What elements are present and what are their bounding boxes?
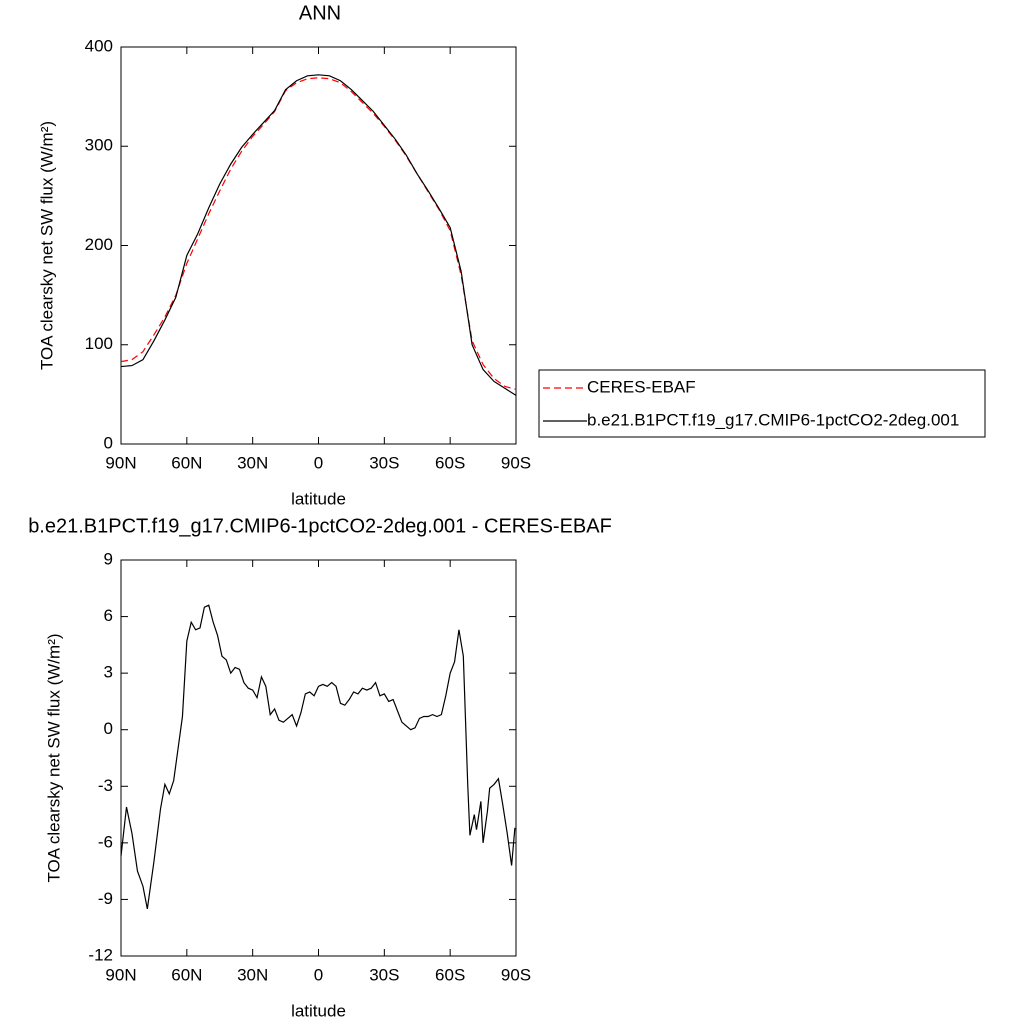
data-line (120, 74, 517, 396)
x-tick-label: 30S (369, 965, 399, 984)
data-line (120, 77, 517, 390)
y-axis-label: TOA clearsky net SW flux (W/m²) (44, 633, 63, 882)
x-tick-label: 30S (369, 453, 399, 472)
legend-label: CERES-EBAF (587, 377, 696, 396)
y-tick-label: 9 (104, 549, 113, 568)
y-tick-label: 6 (104, 606, 113, 625)
x-tick-label: 0 (314, 453, 323, 472)
y-tick-label: 200 (85, 235, 113, 254)
y-tick-label: -3 (98, 776, 113, 795)
y-tick-label: 100 (85, 334, 113, 353)
y-tick-label: 0 (104, 719, 113, 738)
x-tick-label: 30N (237, 453, 268, 472)
y-tick-label: 3 (104, 663, 113, 682)
x-tick-label: 60S (435, 453, 465, 472)
x-axis-label: latitude (291, 489, 346, 508)
y-tick-label: -9 (98, 889, 113, 908)
x-tick-label: 60N (171, 453, 202, 472)
chart-title: ANN (299, 2, 341, 24)
y-axis-label: TOA clearsky net SW flux (W/m²) (37, 121, 56, 370)
x-tick-label: 60S (435, 965, 465, 984)
plot-frame (120, 559, 517, 957)
x-tick-label: 90N (105, 965, 136, 984)
x-tick-label: 90S (501, 453, 531, 472)
plot-frame (120, 46, 517, 445)
legend-box (538, 369, 986, 438)
chart-title: b.e21.B1PCT.f19_g17.CMIP6-1pctCO2-2deg.0… (28, 515, 612, 537)
y-tick-label: -12 (88, 945, 113, 964)
y-tick-label: -6 (98, 832, 113, 851)
x-tick-label: 0 (314, 965, 323, 984)
legend-label: b.e21.B1PCT.f19_g17.CMIP6-1pctCO2-2deg.0… (587, 410, 959, 429)
data-line (120, 604, 516, 909)
y-tick-label: 300 (85, 136, 113, 155)
y-tick-label: 0 (104, 433, 113, 452)
x-tick-label: 60N (171, 965, 202, 984)
y-tick-label: 400 (85, 36, 113, 55)
x-tick-label: 90S (501, 965, 531, 984)
x-axis-label: latitude (291, 1001, 346, 1020)
x-tick-label: 90N (105, 453, 136, 472)
x-tick-label: 30N (237, 965, 268, 984)
